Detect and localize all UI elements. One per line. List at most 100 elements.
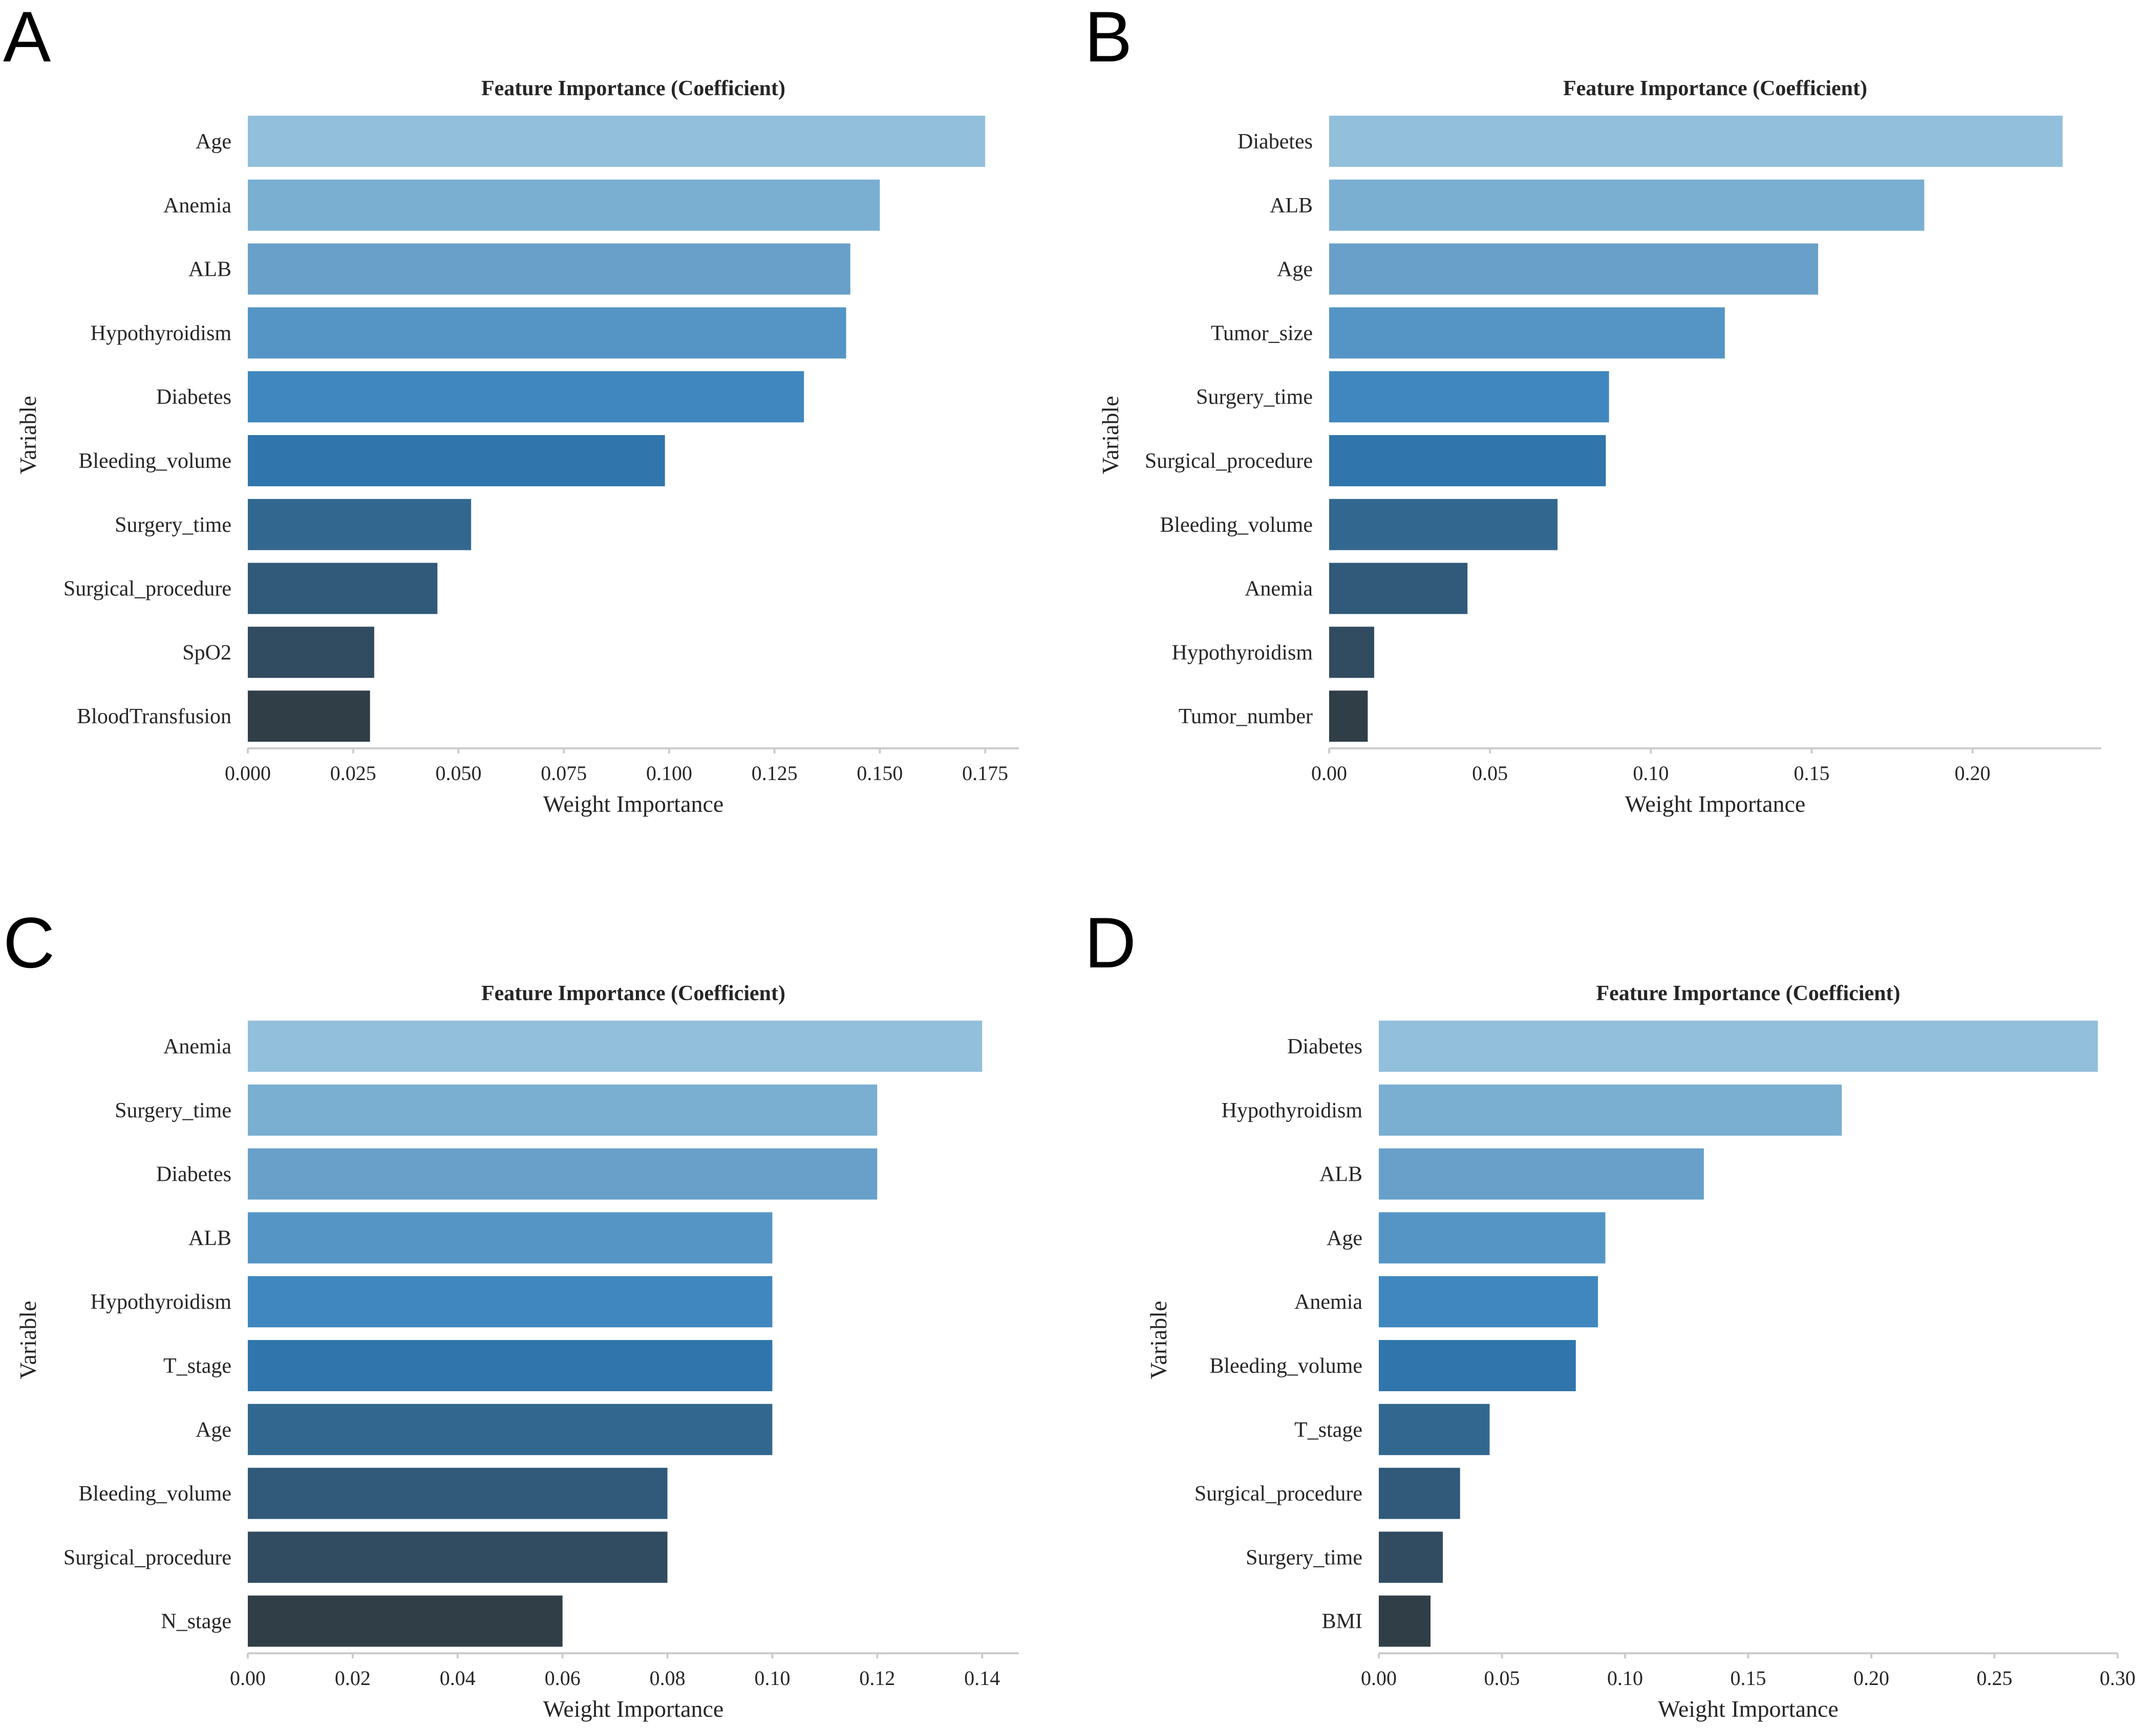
x-axis-title: Weight Importance xyxy=(1625,791,1806,817)
bar-diabetes xyxy=(248,371,804,423)
chart-title: Feature Importance (Coefficient) xyxy=(1596,982,1900,1005)
bar-age xyxy=(1379,1212,1606,1264)
category-label: ALB xyxy=(1319,1163,1362,1186)
x-tick-label: 0.12 xyxy=(859,1667,895,1690)
category-label: Surgery_time xyxy=(1196,385,1313,409)
bar-age xyxy=(1329,243,1819,295)
bar-surgical-procedure xyxy=(248,563,438,614)
x-tick-label: 0.150 xyxy=(857,762,903,785)
x-axis-title: Weight Importance xyxy=(543,791,724,817)
bar-age xyxy=(248,1403,773,1455)
bar-surgery-time xyxy=(248,1084,878,1136)
category-label: Hypothyroidism xyxy=(1222,1099,1363,1122)
bar-hypothyroidism xyxy=(1329,627,1374,678)
bar-bleeding-volume xyxy=(1329,499,1558,550)
x-tick-label: 0.00 xyxy=(1361,1667,1397,1690)
bar-surgical-procedure xyxy=(248,1531,668,1583)
category-label: Diabetes xyxy=(1287,1035,1362,1059)
bar-age xyxy=(248,116,986,167)
chart-panel-a: A Feature Importance (Coefficient) Age Anem… xyxy=(3,0,1019,817)
category-label: BMI xyxy=(1322,1610,1362,1633)
category-label: T_stage xyxy=(1294,1418,1362,1442)
bar-diabetes xyxy=(1379,1021,2098,1072)
category-label: Age xyxy=(196,130,231,154)
category-label: Surgery_time xyxy=(1246,1546,1362,1569)
bar-surgical-procedure xyxy=(1329,435,1606,486)
x-tick-label: 0.025 xyxy=(330,762,376,785)
x-axis-title: Weight Importance xyxy=(1658,1696,1839,1722)
panel-letter: B xyxy=(1084,0,1132,77)
category-label: Bleeding_volume xyxy=(1160,513,1313,537)
y-axis-title: Variable xyxy=(1145,1301,1171,1379)
category-label: SpO2 xyxy=(182,641,231,664)
bar-bmi xyxy=(1379,1595,1431,1647)
bar-t-stage xyxy=(248,1340,773,1391)
x-tick-label: 0.04 xyxy=(440,1667,476,1690)
category-label: Age xyxy=(1277,258,1313,282)
category-label: Surgical_procedure xyxy=(63,1546,231,1569)
bar-alb xyxy=(1329,179,1925,231)
bar-diabetes xyxy=(248,1148,878,1200)
x-tick-label: 0.00 xyxy=(230,1667,266,1690)
category-label: Surgical_procedure xyxy=(63,577,231,601)
chart-panel-d: D Feature Importance (Coefficient) Diabete… xyxy=(1084,902,2136,1722)
x-tick-label: 0.20 xyxy=(1853,1667,1889,1690)
bar-hypothyroidism xyxy=(1379,1084,1842,1136)
category-label: ALB xyxy=(1270,194,1313,218)
category-label: Diabetes xyxy=(156,1163,231,1186)
bar-surgery-time xyxy=(1379,1531,1443,1583)
bar-anemia xyxy=(248,179,880,231)
chart-panel-c: C Feature Importance (Coefficient) Anemia S… xyxy=(3,902,1019,1722)
chart-panel-b: B Feature Importance (Coefficient) Diabete… xyxy=(1084,0,2101,817)
x-tick-label: 0.10 xyxy=(1633,762,1669,785)
category-label: Bleeding_volume xyxy=(78,1482,231,1506)
bar-anemia xyxy=(1329,563,1468,614)
category-label: ALB xyxy=(188,1226,231,1250)
category-label: Anemia xyxy=(163,194,231,218)
x-axis-title: Weight Importance xyxy=(543,1696,724,1722)
category-label: Hypothyroidism xyxy=(1172,641,1313,664)
x-tick-label: 0.05 xyxy=(1472,762,1508,785)
category-label: Hypothyroidism xyxy=(91,1290,232,1314)
category-label: Tumor_size xyxy=(1211,321,1313,345)
bar-tumor-size xyxy=(1329,307,1725,359)
bar-surgery-time xyxy=(248,499,472,550)
bar-anemia xyxy=(248,1021,983,1072)
category-label: T_stage xyxy=(163,1354,231,1378)
panel-letter: A xyxy=(3,0,51,77)
x-tick-label: 0.125 xyxy=(752,762,798,785)
bar-hypothyroidism xyxy=(248,307,846,359)
x-tick-label: 0.15 xyxy=(1794,762,1830,785)
y-axis-title: Variable xyxy=(15,1301,41,1379)
category-label: Hypothyroidism xyxy=(91,321,232,345)
x-tick-label: 0.02 xyxy=(335,1667,371,1690)
bar-n-stage xyxy=(248,1595,563,1647)
category-label: Bleeding_volume xyxy=(1209,1354,1362,1378)
category-label: BloodTransfusion xyxy=(77,705,231,728)
bar-alb xyxy=(248,1212,773,1264)
x-tick-label: 0.000 xyxy=(225,762,271,785)
bar-alb xyxy=(248,243,850,295)
category-label: Anemia xyxy=(163,1035,231,1059)
category-label: Diabetes xyxy=(156,385,231,409)
x-tick-label: 0.00 xyxy=(1311,762,1347,785)
panel-letter: C xyxy=(3,902,55,983)
category-label: Anemia xyxy=(1294,1290,1362,1314)
category-label: Surgery_time xyxy=(115,513,231,537)
category-label: Surgery_time xyxy=(115,1099,231,1122)
x-tick-label: 0.075 xyxy=(541,762,587,785)
x-tick-label: 0.175 xyxy=(962,762,1008,785)
bar-bleeding-volume xyxy=(1379,1340,1576,1391)
chart-title: Feature Importance (Coefficient) xyxy=(481,982,785,1005)
x-tick-label: 0.20 xyxy=(1955,762,1991,785)
category-label: N_stage xyxy=(161,1610,231,1633)
category-label: Age xyxy=(1327,1226,1362,1250)
panel-letter: D xyxy=(1084,902,1136,983)
category-label: Surgical_procedure xyxy=(1145,449,1313,473)
x-tick-label: 0.10 xyxy=(754,1667,790,1690)
bar-bleeding-volume xyxy=(248,1467,668,1519)
chart-title: Feature Importance (Coefficient) xyxy=(1563,77,1867,100)
x-tick-label: 0.05 xyxy=(1484,1667,1520,1690)
category-label: ALB xyxy=(188,258,231,282)
